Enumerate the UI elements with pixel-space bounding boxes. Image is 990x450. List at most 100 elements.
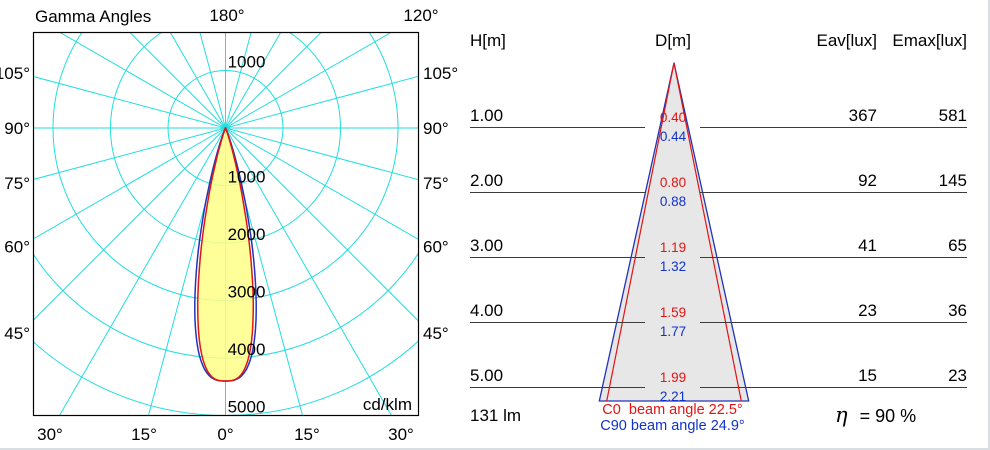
header-emax: Emax[lux] <box>892 31 967 50</box>
gamma-label-bottom: 15° <box>294 425 320 444</box>
height-value: 2.00 <box>470 171 504 190</box>
row-line-right <box>700 387 967 388</box>
grid-ray <box>33 76 226 129</box>
eav-value: 92 <box>858 171 877 190</box>
row-line-left <box>470 127 645 128</box>
gamma-label-right: 105° <box>423 64 458 83</box>
grid-ray <box>225 127 419 181</box>
grid-ray <box>33 127 226 240</box>
grid-ray <box>59 32 226 129</box>
gamma-label-top: 180° <box>209 6 244 25</box>
eta-value: = 90 % <box>859 406 917 426</box>
row-line-right <box>700 257 967 258</box>
eta-symbol: η <box>835 403 848 427</box>
grid-ray <box>33 127 226 180</box>
eav-value: 367 <box>848 106 877 125</box>
header-eav: Eav[lux] <box>816 31 877 50</box>
unit-label: cd/klm <box>363 395 412 414</box>
emax-value: 145 <box>938 171 967 190</box>
row-line-left <box>470 257 645 258</box>
diameter-c90: 0.88 <box>659 194 687 209</box>
cone-c0-edge <box>673 62 742 402</box>
eav-value: 41 <box>858 236 877 255</box>
light-cone-diagram <box>598 62 750 402</box>
grid-ray <box>129 32 226 129</box>
gamma-label-right: 45° <box>423 324 449 343</box>
beam-fill <box>197 128 254 381</box>
grid-ray <box>225 32 252 129</box>
c0-beam-angle-note: C0 beam angle 22.5° <box>602 402 743 418</box>
gamma-label-top: 120° <box>403 6 438 25</box>
diameter-c0: 1.59 <box>659 305 687 320</box>
grid-ray <box>33 127 226 321</box>
plot-frame <box>32 31 420 417</box>
grid-ray <box>225 32 392 129</box>
eav-value: 15 <box>858 366 877 385</box>
grid-ray <box>169 32 226 129</box>
height-value: 4.00 <box>470 301 504 320</box>
ring-label: 2000 <box>228 225 266 244</box>
diameter-c0: 0.40 <box>659 110 687 125</box>
diameter-c0: 1.99 <box>659 370 687 385</box>
eav-value: 23 <box>858 301 877 320</box>
polar-title: Gamma Angles <box>35 7 151 26</box>
emax-value: 581 <box>938 106 967 125</box>
gamma-label-bottom: 0° <box>217 425 233 444</box>
luminous-flux: 131 lm <box>470 406 522 425</box>
grid-ray <box>225 127 419 241</box>
row-line-right <box>700 127 967 128</box>
emax-value: 65 <box>948 236 967 255</box>
grid-ray <box>225 32 282 129</box>
gamma-label-left: 75° <box>4 174 30 193</box>
ring-label: 4000 <box>228 340 266 359</box>
gamma-label-bottom: 15° <box>131 425 157 444</box>
diameter-c90: 0.44 <box>659 129 687 144</box>
ring-label: 1000 <box>228 168 266 187</box>
gamma-label-right: 75° <box>423 174 449 193</box>
efficiency: η = 90 % <box>835 403 916 427</box>
row-line-left <box>470 192 645 193</box>
row-line-left <box>470 387 645 388</box>
gamma-label-left: 105° <box>0 64 30 83</box>
table-row: 1.00 0.40 0.44 367 581 <box>470 106 970 150</box>
gamma-label-right: 90° <box>423 119 449 138</box>
gamma-label-bottom: 30° <box>388 425 414 444</box>
header-diameter: D[m] <box>655 31 691 50</box>
row-line-left <box>470 322 645 323</box>
cone-c0-edge <box>606 62 675 402</box>
grid-ray <box>199 32 226 129</box>
grid-ray <box>225 127 393 416</box>
table-row: 3.00 1.19 1.32 41 65 <box>470 236 970 280</box>
diameter-c0: 0.80 <box>659 175 687 190</box>
diameter-c90: 1.77 <box>659 324 687 339</box>
diameter-c90: 2.21 <box>659 389 687 404</box>
emax-value: 23 <box>948 366 967 385</box>
grid-ray <box>225 32 322 129</box>
gamma-label-bottom: 30° <box>37 425 63 444</box>
ring-label: 5000 <box>228 398 266 417</box>
ring-label: 3000 <box>228 283 266 302</box>
header-height: H[m] <box>470 31 506 50</box>
table-row: 5.00 1.99 2.21 15 23 <box>470 366 970 410</box>
grid-ray <box>225 75 419 129</box>
gamma-label-right: 60° <box>423 237 449 256</box>
c90-beam-angle-note: C90 beam angle 24.9° <box>600 418 745 434</box>
row-line-right <box>700 322 967 323</box>
gamma-label-left: 90° <box>4 119 30 138</box>
cone-c90-outline <box>598 62 750 402</box>
gamma-label-left: 60° <box>4 237 30 256</box>
grid-ray <box>58 127 226 416</box>
diameter-c0: 1.19 <box>659 240 687 255</box>
beam-c0-curve <box>196 127 255 382</box>
grid-ray <box>225 127 419 322</box>
gamma-label-left: 45° <box>4 324 30 343</box>
ring-label: 1000 <box>228 53 266 72</box>
table-row: 2.00 0.80 0.88 92 145 <box>470 171 970 215</box>
diameter-c90: 1.32 <box>659 259 687 274</box>
height-value: 1.00 <box>470 106 504 125</box>
emax-value: 36 <box>948 301 967 320</box>
height-value: 3.00 <box>470 236 504 255</box>
row-line-right <box>700 192 967 193</box>
table-row: 4.00 1.59 1.77 23 36 <box>470 301 970 345</box>
